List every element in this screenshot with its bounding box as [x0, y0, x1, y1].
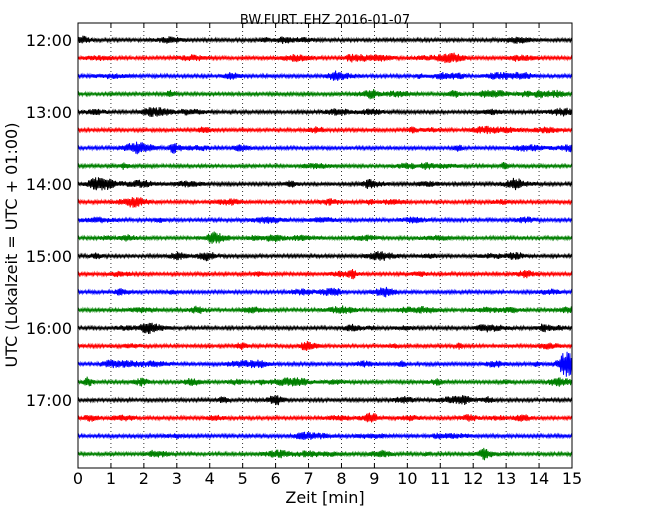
- seismic-trace: [77, 269, 573, 280]
- x-tick-label: 9: [369, 469, 379, 488]
- x-tick-label: 15: [562, 469, 582, 488]
- x-tick-label: 1: [106, 469, 116, 488]
- seismic-trace: [77, 340, 573, 351]
- seismic-trace: [77, 52, 573, 64]
- x-tick-label: 14: [529, 469, 549, 488]
- x-tick-label: 8: [336, 469, 346, 488]
- seismic-trace: [77, 177, 573, 191]
- chart-title: BW.FURT..EHZ 2016-01-07: [240, 13, 410, 28]
- x-tick-label: 4: [205, 469, 215, 488]
- seismic-trace: [77, 395, 573, 406]
- plot-frame: [77, 22, 573, 469]
- x-axis-label: Zeit [min]: [285, 488, 364, 507]
- seismic-trace: [77, 141, 573, 155]
- seismic-trace: [77, 162, 573, 170]
- seismic-trace: [77, 216, 573, 224]
- seismic-trace: [77, 251, 573, 262]
- seismic-trace: [77, 231, 573, 244]
- y-axis-ticks: 12:00 13:00 14:00 15:00 16:00 17:00: [26, 31, 572, 410]
- seismic-trace: [77, 351, 573, 377]
- x-tick-label: 13: [496, 469, 516, 488]
- x-tick-label: 7: [303, 469, 313, 488]
- seismic-trace: [77, 322, 573, 334]
- seismic-trace: [77, 197, 573, 208]
- x-tick-label: 5: [238, 469, 248, 488]
- seismic-trace: [77, 107, 573, 117]
- y-tick-label: 16:00: [26, 319, 72, 338]
- x-axis-ticks: 0 1 2 3 4 5 6 7 8 9 10 11 12 13 14 15: [73, 23, 582, 488]
- x-tick-label: 12: [463, 469, 483, 488]
- seismic-traces: [77, 35, 573, 461]
- seismic-trace: [77, 305, 573, 314]
- seismic-trace: [77, 89, 573, 100]
- y-tick-label: 15:00: [26, 247, 72, 266]
- x-tick-label: 6: [271, 469, 281, 488]
- y-tick-label: 13:00: [26, 103, 72, 122]
- seismic-trace: [77, 125, 573, 135]
- seismic-trace: [77, 412, 573, 423]
- x-tick-label: 2: [139, 469, 149, 488]
- x-tick-label: 3: [172, 469, 182, 488]
- seismic-trace: [77, 447, 573, 461]
- y-tick-label: 12:00: [26, 31, 72, 50]
- x-tick-label: 11: [430, 469, 450, 488]
- seismic-trace: [77, 376, 573, 387]
- seismic-trace: [77, 431, 573, 440]
- x-tick-label: 10: [397, 469, 417, 488]
- seismic-trace: [77, 70, 573, 81]
- y-tick-label: 14:00: [26, 175, 72, 194]
- y-axis-label: UTC (Lokalzeit = UTC + 01:00): [2, 123, 21, 368]
- y-tick-label: 17:00: [26, 391, 72, 410]
- seismic-trace: [77, 286, 573, 298]
- x-tick-label: 0: [73, 469, 83, 488]
- seismic-trace: [77, 35, 573, 45]
